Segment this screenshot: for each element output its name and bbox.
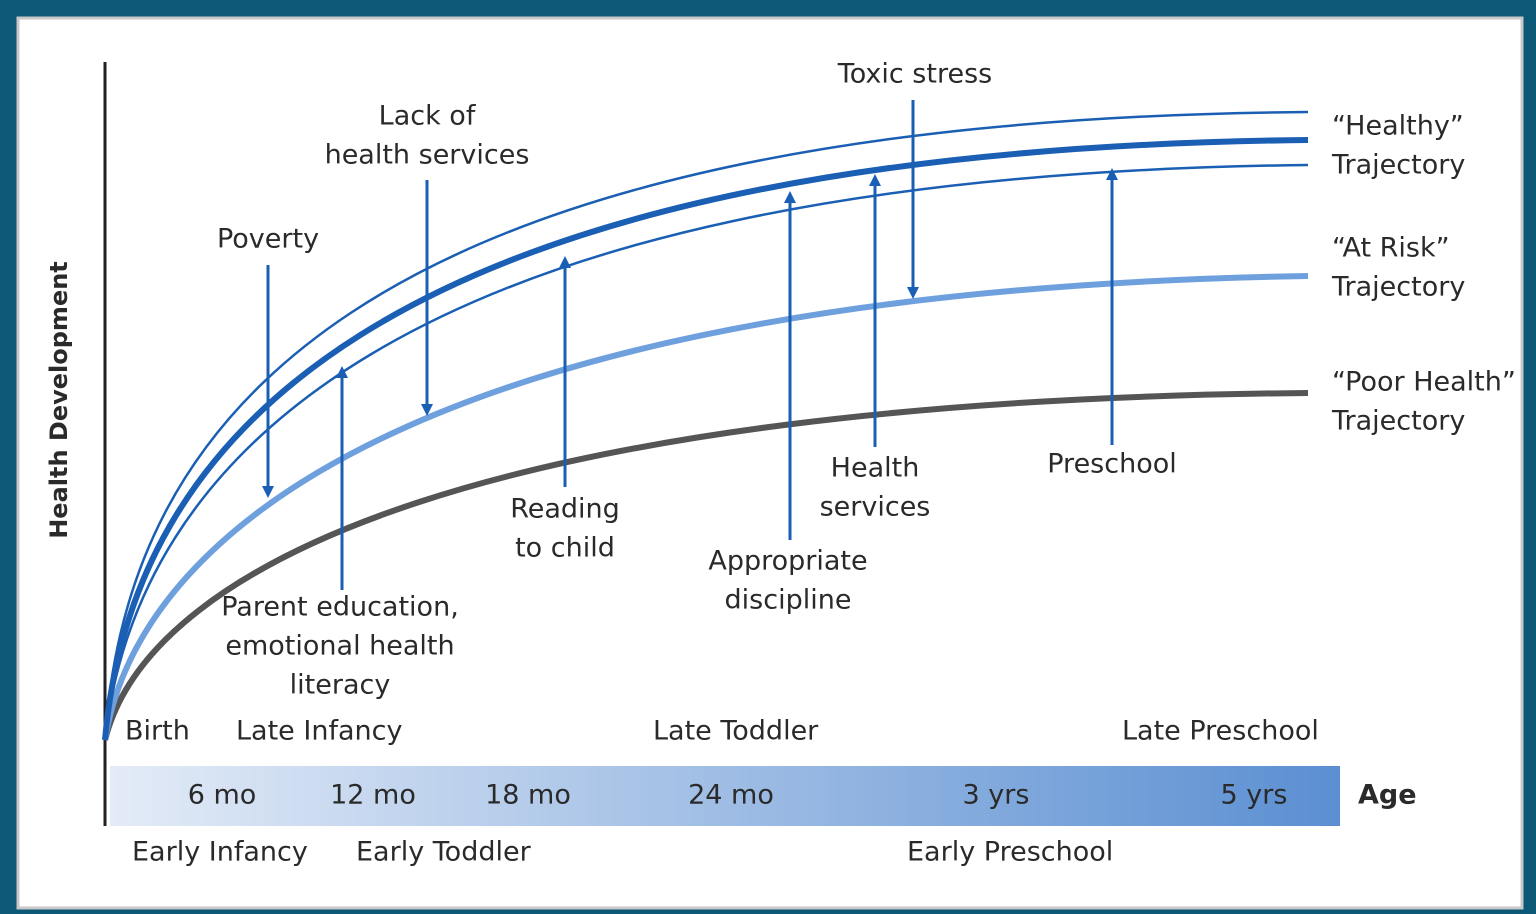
healthy-curve [102, 137, 1309, 741]
age-tick: 18 mo [485, 780, 571, 811]
trajectory-label: Trajectory [1331, 272, 1465, 303]
age-label: Age [1358, 780, 1417, 811]
factor-label: Health [831, 453, 920, 484]
stage-label: Early Toddler [356, 837, 532, 868]
stage-label: Late Preschool [1122, 716, 1319, 747]
factor-label: Preschool [1047, 449, 1177, 480]
factor-label: emotional health [225, 631, 454, 662]
factor-label: services [820, 492, 931, 523]
stage-label: Birth [125, 716, 190, 747]
factor-label: to child [515, 533, 615, 564]
trajectory-label: Trajectory [1331, 150, 1465, 181]
factor-label: health services [325, 140, 530, 171]
age-bar [110, 766, 1340, 826]
age-tick: 24 mo [688, 780, 774, 811]
factor-label: discipline [725, 585, 852, 616]
age-tick: 3 yrs [963, 780, 1030, 811]
trajectory-label: “At Risk” [1332, 233, 1450, 264]
curves [102, 110, 1309, 741]
factor-label: Parent education, [221, 592, 459, 623]
age-tick: 5 yrs [1221, 780, 1288, 811]
factor-label: Appropriate [708, 546, 867, 577]
risk-curve [102, 273, 1309, 741]
age-tick: 6 mo [188, 780, 257, 811]
factor-label: Toxic stress [837, 59, 992, 90]
axis-label: Health Development [45, 261, 73, 539]
poor-curve [102, 390, 1309, 741]
factor-label: Reading [510, 494, 620, 525]
trajectory-label: Trajectory [1331, 406, 1465, 437]
age-tick: 12 mo [330, 780, 416, 811]
arrows [262, 100, 1118, 590]
stage-label: Late Infancy [236, 716, 402, 747]
factor-label: literacy [290, 670, 391, 701]
factor-label: Lack of [379, 101, 477, 132]
trajectory-label: “Healthy” [1332, 111, 1464, 142]
healthy-upper [103, 110, 1309, 741]
stage-label: Early Infancy [132, 837, 308, 868]
stage-label: Late Toddler [653, 716, 819, 747]
trajectory-label: “Poor Health” [1332, 367, 1516, 398]
healthy-lower [103, 163, 1309, 741]
factor-label: Poverty [217, 224, 319, 255]
stage-label: Early Preschool [907, 837, 1113, 868]
